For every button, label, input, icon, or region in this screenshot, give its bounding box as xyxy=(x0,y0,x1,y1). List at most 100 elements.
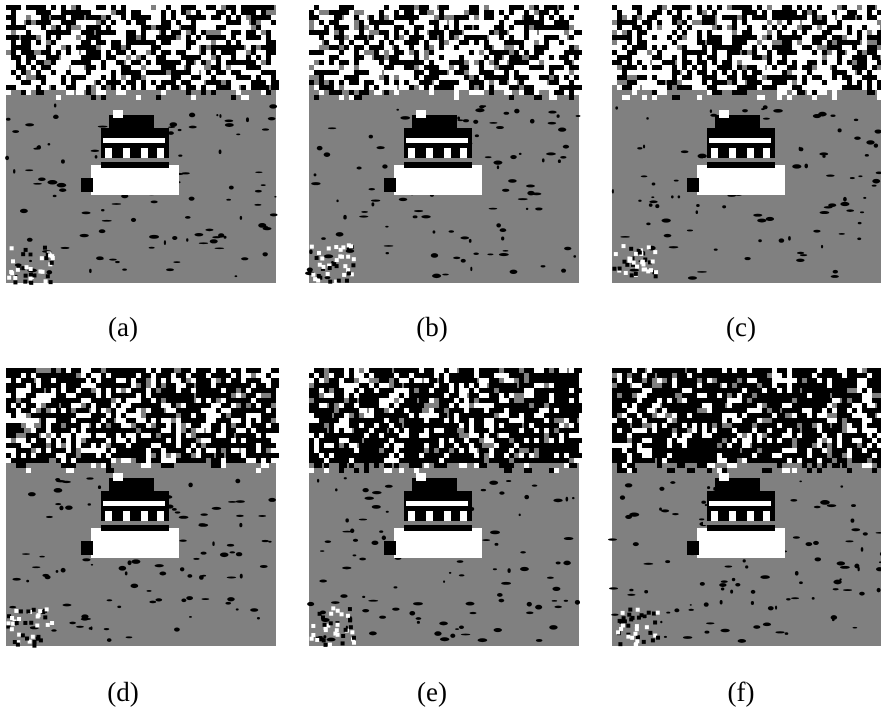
texture-cell xyxy=(256,433,261,438)
texture-cell xyxy=(434,413,439,418)
texture-cell xyxy=(637,60,642,65)
texture-cell xyxy=(324,85,329,90)
texture-cell xyxy=(309,80,314,85)
ground-speck xyxy=(107,599,113,601)
ground-speck xyxy=(39,556,44,558)
texture-cell xyxy=(256,65,261,70)
ground-speck xyxy=(643,145,645,149)
texture-cell xyxy=(171,413,176,418)
texture-cell xyxy=(86,393,91,398)
texture-cell xyxy=(524,368,529,373)
texture-cell xyxy=(832,60,837,65)
texture-cell xyxy=(872,20,877,25)
texture-cell xyxy=(91,5,96,10)
texture-cell xyxy=(389,398,394,403)
texture-cell xyxy=(76,413,81,418)
vehicle-bumper xyxy=(97,158,173,162)
texture-cell xyxy=(86,30,94,35)
texture-cell xyxy=(6,80,11,85)
texture-cell xyxy=(354,35,359,40)
texture-cell xyxy=(246,10,251,15)
texture-cell xyxy=(171,85,179,90)
texture-cell xyxy=(499,383,504,388)
texture-cell xyxy=(231,418,236,423)
texture-cell xyxy=(11,458,16,463)
texture-cell xyxy=(519,413,524,418)
texture-cell xyxy=(469,393,474,398)
texture-cell xyxy=(474,70,479,75)
texture-cell xyxy=(309,50,314,55)
texture-cell xyxy=(434,75,439,80)
vehicle-stripe xyxy=(103,138,165,143)
texture-cell xyxy=(16,403,21,408)
ground-speck xyxy=(324,254,334,258)
texture-cell xyxy=(349,388,354,393)
texture-cell xyxy=(642,25,647,30)
texture-cell xyxy=(111,443,116,448)
texture-cell xyxy=(186,40,191,45)
texture-cell xyxy=(226,433,234,438)
texture-cell xyxy=(176,75,181,80)
texture-cell xyxy=(574,368,582,373)
texture-cell xyxy=(86,413,91,418)
ground-speck xyxy=(117,606,121,608)
texture-cell xyxy=(737,35,742,40)
texture-cell xyxy=(469,30,474,35)
texture-cell xyxy=(439,373,444,378)
texture-cell xyxy=(256,15,261,20)
texture-cell xyxy=(236,408,241,413)
texture-cell xyxy=(121,418,126,423)
ground-speck xyxy=(860,211,864,213)
texture-cell xyxy=(469,10,474,15)
texture-cell xyxy=(226,373,231,378)
texture-cell xyxy=(717,10,722,15)
texture-cell xyxy=(707,30,712,35)
texture-cell xyxy=(732,85,737,90)
texture-cell xyxy=(211,408,216,413)
texture-cell xyxy=(767,65,772,70)
texture-cell xyxy=(166,368,174,373)
texture-cell xyxy=(757,80,762,85)
texture-cell xyxy=(156,80,161,85)
texture-cell xyxy=(504,413,509,418)
texture-cell xyxy=(464,388,469,393)
texture-cell xyxy=(21,15,26,20)
texture-cell xyxy=(647,75,652,80)
texture-cell xyxy=(707,10,712,15)
texture-cell xyxy=(469,413,474,418)
texture-cell xyxy=(241,95,249,100)
texture-cell xyxy=(404,378,409,383)
texture-cell xyxy=(642,50,647,55)
texture-cell xyxy=(364,75,369,80)
texture-cell xyxy=(509,418,514,423)
corner-texture xyxy=(317,274,321,278)
texture-cell xyxy=(622,60,627,65)
texture-cell xyxy=(359,65,364,70)
ground-speck xyxy=(102,220,112,222)
texture-cell xyxy=(494,50,499,55)
texture-cell xyxy=(231,25,236,30)
texture-cell xyxy=(206,40,211,45)
texture-cell xyxy=(657,5,662,10)
texture-cell xyxy=(569,5,574,10)
texture-cell xyxy=(504,368,509,373)
texture-cell xyxy=(236,35,241,40)
texture-cell xyxy=(271,383,279,388)
texture-cell xyxy=(772,10,777,15)
texture-cell xyxy=(489,50,494,55)
texture-cell xyxy=(319,80,324,85)
texture-cell xyxy=(494,448,499,453)
texture-cell xyxy=(11,70,16,75)
texture-cell xyxy=(569,448,574,453)
texture-cell xyxy=(454,408,459,413)
ground-speck xyxy=(821,245,823,248)
ground-speck xyxy=(229,551,235,553)
texture-cell xyxy=(141,373,146,378)
texture-cell xyxy=(564,408,569,413)
texture-cell xyxy=(116,423,121,428)
texture-cell xyxy=(61,35,66,40)
texture-cell xyxy=(136,438,141,443)
ground-speck xyxy=(236,515,244,517)
texture-cell xyxy=(81,423,89,428)
texture-cell xyxy=(111,35,116,40)
